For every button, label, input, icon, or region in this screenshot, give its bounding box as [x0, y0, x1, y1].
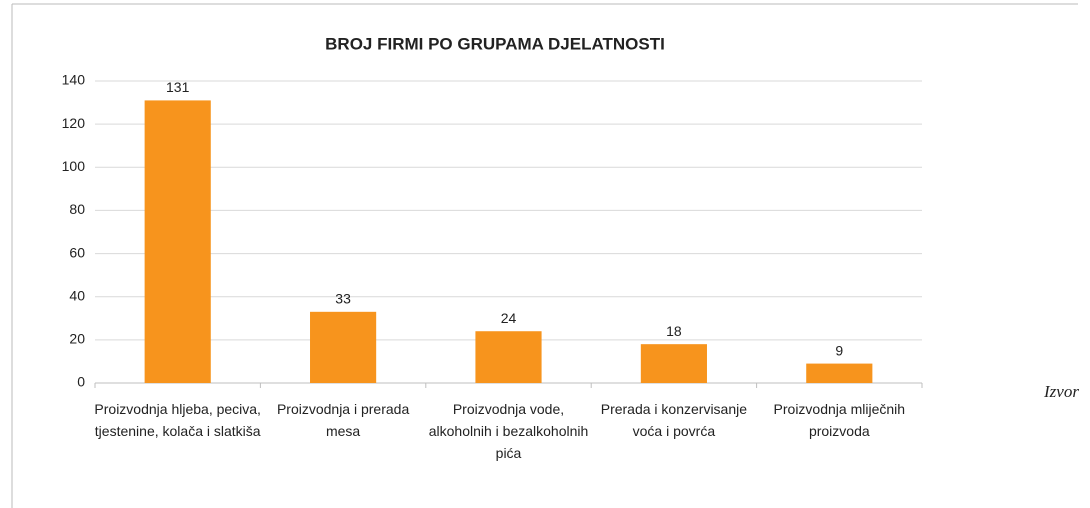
bar: [806, 363, 873, 383]
y-tick-label: 60: [69, 244, 85, 260]
value-label: 18: [666, 323, 682, 339]
value-label: 9: [835, 342, 843, 358]
y-tick-label: 0: [77, 374, 85, 390]
bar: [144, 100, 211, 384]
x-tick-label: Prerada i konzervisanje voća i povrća: [600, 401, 748, 439]
y-tick-label: 120: [62, 115, 86, 131]
x-tick-label: Proizvodnja i prerada mesa: [276, 401, 410, 439]
value-label: 33: [335, 291, 351, 307]
y-tick-label: 140: [62, 72, 86, 88]
annotation: Izvor: [1044, 382, 1079, 401]
bar: [475, 331, 542, 383]
value-label: 24: [501, 310, 517, 326]
y-tick-label: 20: [69, 331, 85, 347]
y-tick-label: 100: [62, 158, 86, 174]
x-tick-label: Proizvodnja mliječnih proizvoda: [773, 401, 906, 439]
chart-title: BROJ FIRMI PO GRUPAMA DJELATNOSTI: [325, 34, 665, 53]
x-tick-label: Proizvodnja vode, alkoholnih i bezalkoho…: [428, 401, 589, 461]
y-tick-label: 80: [69, 201, 85, 217]
value-label: 131: [166, 79, 190, 95]
bar: [310, 311, 377, 383]
bar: [640, 344, 707, 383]
x-tick-label: Proizvodnja hljeba, peciva, tjestenine, …: [94, 401, 261, 439]
y-tick-label: 40: [69, 287, 85, 303]
